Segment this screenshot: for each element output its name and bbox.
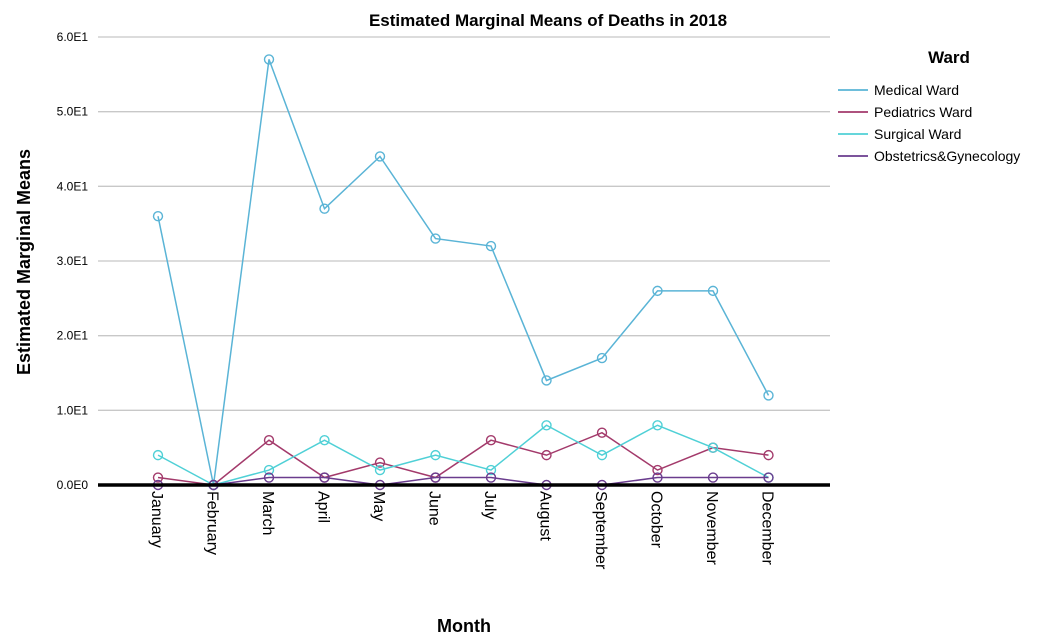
series-line [157, 431, 769, 486]
data-point [263, 54, 275, 65]
legend-title: Ward [928, 48, 970, 67]
y-tick-label: 5.0E1 [57, 105, 89, 119]
x-tick-label: July [481, 491, 498, 519]
series-line [157, 59, 770, 486]
data-point [707, 472, 719, 483]
gridlines [98, 36, 830, 411]
legend-label: Pediatrics Ward [874, 104, 972, 120]
data-point [707, 442, 719, 453]
legend-label: Medical Ward [874, 82, 959, 98]
series-medical-ward [152, 54, 774, 491]
data-point [707, 285, 719, 297]
data-point [430, 233, 441, 244]
data-point [430, 472, 441, 483]
data-point [374, 464, 386, 476]
x-tick-label: May [370, 491, 387, 521]
data-point [485, 240, 497, 252]
data-point [263, 464, 275, 476]
legend-items: Medical Ward Pediatrics Ward Surgical Ward… [838, 82, 1020, 164]
y-tick-label: 2.0E1 [57, 329, 89, 343]
y-tick-label: 3.0E1 [57, 254, 89, 268]
y-tick-label: 1.0E1 [57, 403, 89, 417]
data-point [319, 472, 330, 483]
x-tick-label: November [703, 491, 720, 565]
data-point [152, 210, 164, 222]
legend-item: Surgical Ward [838, 126, 961, 142]
legend: Ward Medical Ward Pediatrics Ward Surgical… [838, 48, 1020, 164]
series-line [157, 424, 769, 486]
data-point [763, 390, 774, 401]
y-tick-label: 0.0E0 [57, 478, 89, 492]
data-point [596, 449, 608, 461]
data-point [541, 375, 552, 386]
data-point [596, 352, 608, 364]
data-point [485, 472, 497, 483]
y-axis-ticks: 0.0E0 1.0E1 2.0E1 3.0E1 4.0E1 5.0E1 6.0E1 [57, 30, 89, 492]
series-lines [152, 54, 774, 491]
data-point [652, 472, 663, 483]
x-tick-label: January [148, 491, 165, 548]
x-tick-label: June [426, 491, 443, 526]
data-point [263, 472, 275, 483]
data-point [541, 449, 552, 461]
x-tick-label: December [759, 491, 776, 565]
y-tick-label: 6.0E1 [57, 30, 89, 44]
chart-title: Estimated Marginal Means of Deaths in 20… [369, 11, 727, 30]
data-point [430, 449, 441, 461]
data-point [763, 472, 774, 483]
data-point [485, 435, 497, 446]
data-point [541, 420, 552, 431]
legend-item: Medical Ward [838, 82, 959, 98]
x-axis-ticks: January February March April May June July Augu… [148, 491, 776, 570]
legend-label: Surgical Ward [874, 126, 961, 142]
data-point [652, 464, 663, 476]
data-point [152, 449, 164, 461]
data-point [152, 472, 164, 483]
data-point [596, 427, 608, 438]
data-point [652, 420, 663, 431]
legend-label: Obstetrics&Gynecology [874, 148, 1020, 164]
data-point [319, 203, 330, 214]
y-axis-title: Estimated Marginal Means [14, 149, 34, 375]
data-point [263, 435, 275, 446]
x-tick-label: April [315, 491, 332, 523]
legend-item: Pediatrics Ward [838, 104, 972, 120]
y-tick-label: 4.0E1 [57, 179, 89, 193]
x-tick-label: September [592, 491, 609, 570]
data-point [485, 464, 497, 476]
series-surgical-ward [152, 420, 774, 491]
series-line [158, 476, 769, 486]
x-tick-label: October [648, 491, 665, 549]
legend-item: Obstetrics&Gynecology [838, 148, 1020, 164]
data-point [374, 457, 386, 468]
x-tick-label: March [259, 491, 276, 535]
data-point [763, 449, 774, 461]
data-point [652, 285, 663, 297]
data-point [374, 151, 386, 162]
x-tick-label: August [537, 491, 554, 541]
data-point [319, 435, 330, 446]
x-tick-label: February [204, 491, 221, 555]
x-axis-title: Month [437, 616, 491, 636]
